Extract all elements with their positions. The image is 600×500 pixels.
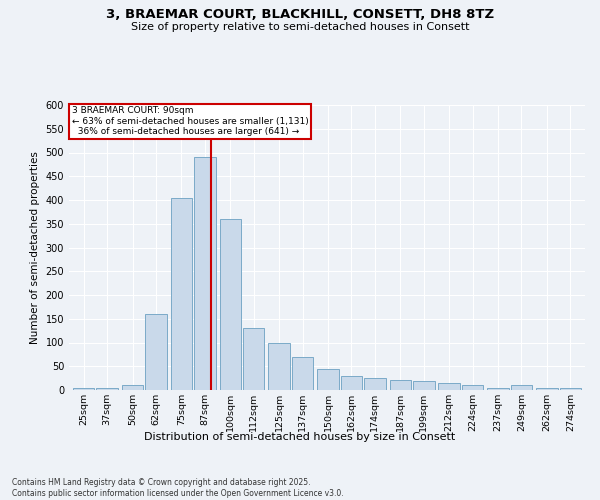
Bar <box>364 378 386 390</box>
Bar <box>292 357 313 390</box>
Bar <box>389 380 411 390</box>
Bar <box>97 388 118 390</box>
Bar <box>122 385 143 390</box>
Bar <box>439 383 460 390</box>
Bar <box>243 328 265 390</box>
Text: 3, BRAEMAR COURT, BLACKHILL, CONSETT, DH8 8TZ: 3, BRAEMAR COURT, BLACKHILL, CONSETT, DH… <box>106 8 494 20</box>
Bar <box>413 380 434 390</box>
Bar <box>194 157 215 390</box>
Text: Distribution of semi-detached houses by size in Consett: Distribution of semi-detached houses by … <box>145 432 455 442</box>
Text: Size of property relative to semi-detached houses in Consett: Size of property relative to semi-detach… <box>131 22 469 32</box>
Text: 3 BRAEMAR COURT: 90sqm
← 63% of semi-detached houses are smaller (1,131)
  36% o: 3 BRAEMAR COURT: 90sqm ← 63% of semi-det… <box>71 106 308 136</box>
Bar <box>145 314 167 390</box>
Bar <box>268 342 290 390</box>
Bar <box>560 388 581 390</box>
Bar <box>73 388 94 390</box>
Y-axis label: Number of semi-detached properties: Number of semi-detached properties <box>30 151 40 344</box>
Text: Contains HM Land Registry data © Crown copyright and database right 2025.
Contai: Contains HM Land Registry data © Crown c… <box>12 478 344 498</box>
Bar <box>170 198 192 390</box>
Bar <box>462 385 484 390</box>
Bar <box>487 388 509 390</box>
Bar <box>511 385 532 390</box>
Bar <box>220 219 241 390</box>
Bar <box>341 376 362 390</box>
Bar <box>536 388 557 390</box>
Bar <box>317 368 339 390</box>
